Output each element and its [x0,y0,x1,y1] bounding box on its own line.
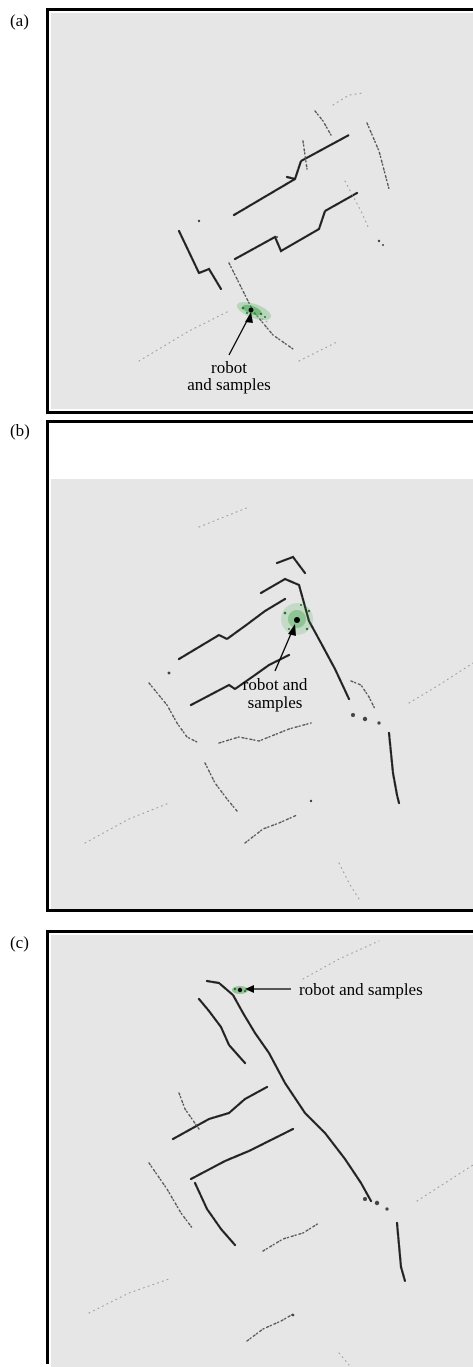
map-wall [177,229,223,291]
annotation-text-c1: robot and samples [299,980,423,999]
map-wall [302,940,380,980]
occupancy-map-b: robot and samples [51,479,473,909]
map-speck [362,716,368,722]
map-speck [377,721,381,725]
map-wall [189,1127,295,1181]
annotation-text-a1: robot [211,358,247,377]
occupancy-map-c: robot and samples [51,935,473,1367]
annotation-text-a2: and samples [187,375,271,394]
map-speck [363,1197,367,1201]
map-wall [233,191,359,261]
map-wall [246,1312,296,1342]
map-wall [314,110,332,136]
map-wall [262,1222,320,1252]
map-wall [198,506,250,528]
map-speck [374,1200,380,1206]
map-wall [350,680,376,710]
map-speck [382,244,384,246]
map-wall [302,140,308,170]
map-wall [332,92,364,106]
map-wall [205,979,373,1203]
annotation-arrow-b [274,628,294,672]
map-wall [344,180,370,230]
map-speck [309,799,313,803]
map-speck [276,236,278,238]
panel-b: (b) [0,420,473,912]
map-speck [167,671,171,675]
map-wall [285,175,297,181]
map-wall [197,997,247,1065]
map-wall [84,802,170,844]
map-wall [408,662,473,704]
map-frame-b: robot and samples [46,420,473,912]
map-wall [204,762,238,812]
map-wall [395,1221,407,1283]
occupancy-map-a: robot and samples [51,13,473,409]
map-frame-c: robot and samples [46,930,473,1367]
map-wall [193,1181,237,1247]
arrowhead-a [245,312,253,323]
annotation-arrow-a [228,316,250,356]
panel-c: (c) [0,930,473,1367]
robot-marker-c [237,987,243,993]
map-speck [351,713,355,717]
map-wall [416,1164,473,1202]
map-frame-a: robot and samples [46,8,473,414]
panel-a: (a) [0,0,473,414]
panel-label-b: (b) [10,421,30,440]
map-wall [88,1278,170,1314]
arrowhead-c [245,985,254,993]
map-wall [178,1092,200,1130]
map-wall [232,133,351,217]
robot-marker-b [294,617,300,623]
map-speck [385,1207,389,1211]
map-wall [189,653,291,707]
map-wall [275,555,307,575]
map-wall [218,722,312,744]
panel-label-a: (a) [10,11,29,30]
map-wall [177,597,287,661]
map-wall [338,862,360,900]
map-wall [366,122,390,190]
annotation-text-b1: robot and [243,675,308,694]
map-wall [148,682,200,744]
map-speck [291,1313,295,1317]
map-speck [197,219,201,223]
annotation-text-b2: samples [248,693,303,712]
map-wall [259,577,351,701]
arrowhead-b [288,624,296,636]
map-speck [377,239,381,243]
robot-marker-a [248,307,254,313]
map-wall [148,1162,194,1230]
map-wall [244,814,298,844]
map-wall [387,731,401,805]
panel-label-c: (c) [10,933,29,952]
